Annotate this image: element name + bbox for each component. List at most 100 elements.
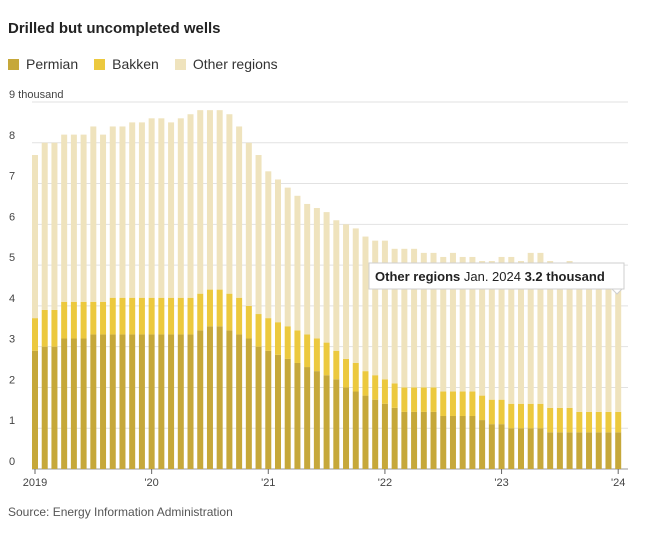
bar-segment-bakken[interactable] — [129, 297, 136, 335]
bar-segment-other-regions[interactable] — [576, 269, 583, 412]
bar-segment-bakken[interactable] — [119, 297, 126, 335]
bar-segment-permian[interactable] — [168, 334, 175, 469]
bar-segment-permian[interactable] — [51, 346, 58, 469]
bar-segment-other-regions[interactable] — [401, 248, 408, 388]
bar-segment-other-regions[interactable] — [61, 134, 68, 302]
bar-segment-other-regions[interactable] — [411, 248, 418, 388]
bar-segment-bakken[interactable] — [605, 411, 612, 433]
legend-item-permian[interactable]: Permian — [8, 56, 78, 72]
bar-segment-bakken[interactable] — [372, 375, 379, 400]
legend-item-other-regions[interactable]: Other regions — [174, 56, 278, 72]
bar-segment-other-regions[interactable] — [420, 252, 427, 388]
bar-segment-permian[interactable] — [362, 395, 369, 469]
bar-segment-bakken[interactable] — [479, 395, 486, 421]
bar-segment-permian[interactable] — [605, 432, 612, 469]
bar-segment-permian[interactable] — [381, 403, 388, 469]
bar-segment-other-regions[interactable] — [479, 261, 486, 396]
bar-segment-other-regions[interactable] — [323, 212, 330, 343]
bar-segment-bakken[interactable] — [333, 350, 340, 380]
bar-segment-bakken[interactable] — [391, 383, 398, 408]
bar-segment-other-regions[interactable] — [51, 142, 58, 310]
bar-segment-permian[interactable] — [343, 387, 350, 469]
bar-segment-other-regions[interactable] — [527, 252, 534, 404]
bar-segment-other-regions[interactable] — [206, 110, 213, 290]
bar-segment-other-regions[interactable] — [119, 126, 126, 298]
bar-segment-other-regions[interactable] — [566, 261, 573, 408]
bar-segment-bakken[interactable] — [51, 309, 58, 347]
bar-segment-permian[interactable] — [333, 379, 340, 469]
bar-segment-bakken[interactable] — [343, 358, 350, 388]
bar-segment-other-regions[interactable] — [226, 114, 233, 294]
bar-segment-permian[interactable] — [459, 415, 466, 469]
bar-segment-permian[interactable] — [294, 362, 301, 469]
bar-segment-bakken[interactable] — [158, 297, 165, 335]
bar-segment-other-regions[interactable] — [615, 277, 622, 412]
bar-segment-permian[interactable] — [556, 432, 563, 469]
bar-segment-other-regions[interactable] — [138, 122, 145, 298]
bar-segment-bakken[interactable] — [576, 411, 583, 433]
bar-segment-bakken[interactable] — [255, 314, 262, 347]
bar-segment-bakken[interactable] — [586, 411, 593, 433]
bar-segment-bakken[interactable] — [90, 301, 97, 335]
bar-segment-other-regions[interactable] — [313, 208, 320, 339]
bar-segment-other-regions[interactable] — [362, 236, 369, 372]
bar-segment-permian[interactable] — [313, 371, 320, 469]
bar-segment-permian[interactable] — [372, 399, 379, 469]
bar-segment-other-regions[interactable] — [90, 126, 97, 302]
bar-segment-permian[interactable] — [498, 424, 505, 469]
bar-segment-other-regions[interactable] — [158, 118, 165, 298]
bar-segment-permian[interactable] — [391, 407, 398, 469]
bar-segment-bakken[interactable] — [615, 411, 622, 433]
bar-segment-permian[interactable] — [401, 411, 408, 469]
bar-segment-permian[interactable] — [80, 338, 87, 469]
bar-segment-other-regions[interactable] — [255, 155, 262, 315]
bar-segment-permian[interactable] — [255, 346, 262, 469]
bar-segment-bakken[interactable] — [245, 305, 252, 339]
bar-segment-permian[interactable] — [518, 428, 524, 469]
bar-segment-other-regions[interactable] — [595, 273, 602, 412]
bar-segment-bakken[interactable] — [527, 403, 534, 429]
bar-segment-permian[interactable] — [119, 334, 126, 469]
bar-segment-other-regions[interactable] — [556, 265, 563, 408]
bar-segment-other-regions[interactable] — [168, 122, 175, 298]
bar-segment-other-regions[interactable] — [333, 220, 340, 351]
bar-segment-permian[interactable] — [488, 424, 495, 469]
bar-segment-permian[interactable] — [469, 415, 476, 469]
bar-segment-other-regions[interactable] — [216, 110, 223, 290]
bar-segment-other-regions[interactable] — [177, 118, 184, 298]
bar-segment-other-regions[interactable] — [343, 224, 350, 359]
bar-segment-permian[interactable] — [90, 334, 97, 469]
bar-segment-other-regions[interactable] — [187, 114, 194, 298]
bar-segment-other-regions[interactable] — [508, 256, 515, 404]
bar-segment-other-regions[interactable] — [294, 195, 301, 331]
bar-segment-permian[interactable] — [109, 334, 116, 469]
bar-segment-permian[interactable] — [177, 334, 184, 469]
legend-item-bakken[interactable]: Bakken — [94, 56, 159, 72]
bar-segment-bakken[interactable] — [556, 407, 563, 433]
bar-segment-other-regions[interactable] — [547, 261, 554, 408]
bar-segment-bakken[interactable] — [197, 293, 204, 331]
bar-segment-permian[interactable] — [566, 432, 573, 469]
bar-segment-bakken[interactable] — [381, 379, 388, 404]
bar-segment-bakken[interactable] — [148, 297, 155, 335]
bar-segment-other-regions[interactable] — [469, 256, 476, 392]
bar-segment-bakken[interactable] — [61, 301, 68, 339]
bar-segment-bakken[interactable] — [177, 297, 184, 335]
bar-segment-permian[interactable] — [236, 334, 243, 469]
bar-segment-permian[interactable] — [41, 346, 48, 469]
bar-segment-bakken[interactable] — [206, 289, 213, 327]
bar-segment-other-regions[interactable] — [265, 171, 272, 319]
bar-segment-bakken[interactable] — [70, 301, 77, 339]
bar-segment-permian[interactable] — [352, 391, 359, 469]
bar-segment-permian[interactable] — [411, 411, 418, 469]
bar-segment-other-regions[interactable] — [372, 240, 379, 376]
bar-segment-other-regions[interactable] — [275, 179, 281, 323]
bar-segment-permian[interactable] — [595, 432, 602, 469]
bar-segment-bakken[interactable] — [352, 362, 359, 392]
bar-segment-bakken[interactable] — [498, 399, 505, 425]
bar-segment-other-regions[interactable] — [32, 155, 38, 319]
bar-segment-bakken[interactable] — [304, 334, 311, 368]
bar-segment-other-regions[interactable] — [440, 256, 447, 392]
bar-segment-permian[interactable] — [226, 330, 233, 469]
bar-segment-permian[interactable] — [265, 350, 272, 469]
